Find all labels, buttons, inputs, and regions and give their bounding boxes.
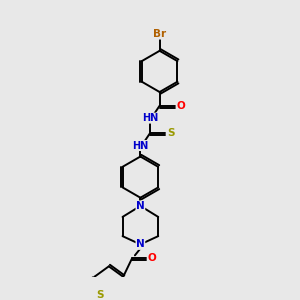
Text: N: N — [136, 201, 145, 211]
Text: HN: HN — [142, 113, 158, 123]
Text: O: O — [176, 101, 185, 111]
Text: S: S — [167, 128, 175, 138]
Text: HN: HN — [132, 140, 148, 151]
Text: Br: Br — [153, 29, 166, 39]
Text: N: N — [136, 239, 145, 249]
Text: S: S — [96, 290, 104, 300]
Text: O: O — [148, 253, 156, 263]
